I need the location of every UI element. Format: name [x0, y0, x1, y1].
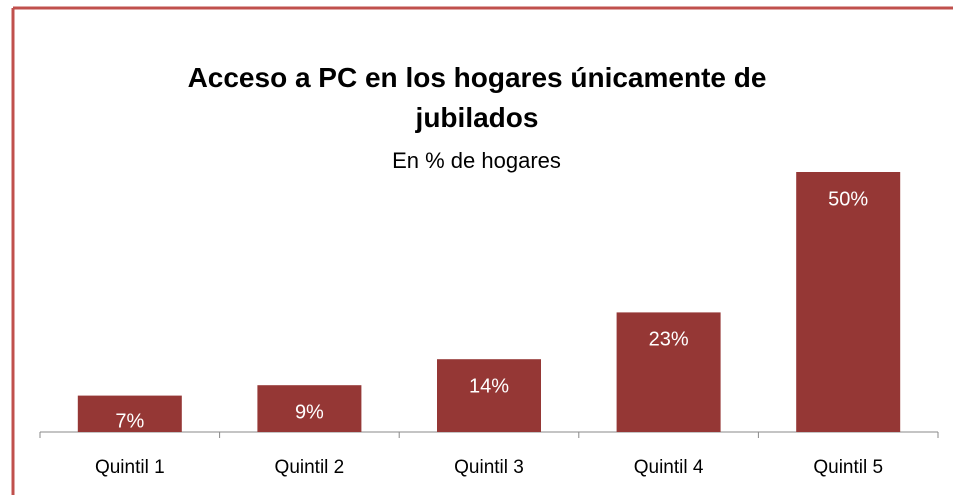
value-label: 9%: [295, 401, 324, 423]
bar: [616, 312, 721, 432]
x-tick-label: Quintil 4: [634, 457, 704, 478]
bar: [77, 395, 182, 432]
value-label: 7%: [115, 410, 144, 432]
bar: [437, 359, 541, 432]
bar: [257, 385, 362, 432]
value-label: 14%: [469, 375, 509, 397]
chart-title: Acceso a PC en los hogares únicamente de…: [187, 62, 767, 133]
x-tick-label: Quintil 2: [275, 457, 345, 478]
x-tick-label: Quintil 1: [95, 457, 165, 478]
value-label: 50%: [828, 188, 868, 210]
x-tick-label: Quintil 3: [454, 457, 524, 478]
bar: [796, 172, 901, 432]
chart-subtitle: En % de hogares: [392, 148, 561, 173]
x-tick-label: Quintil 5: [813, 457, 883, 478]
value-label: 23%: [649, 329, 689, 351]
